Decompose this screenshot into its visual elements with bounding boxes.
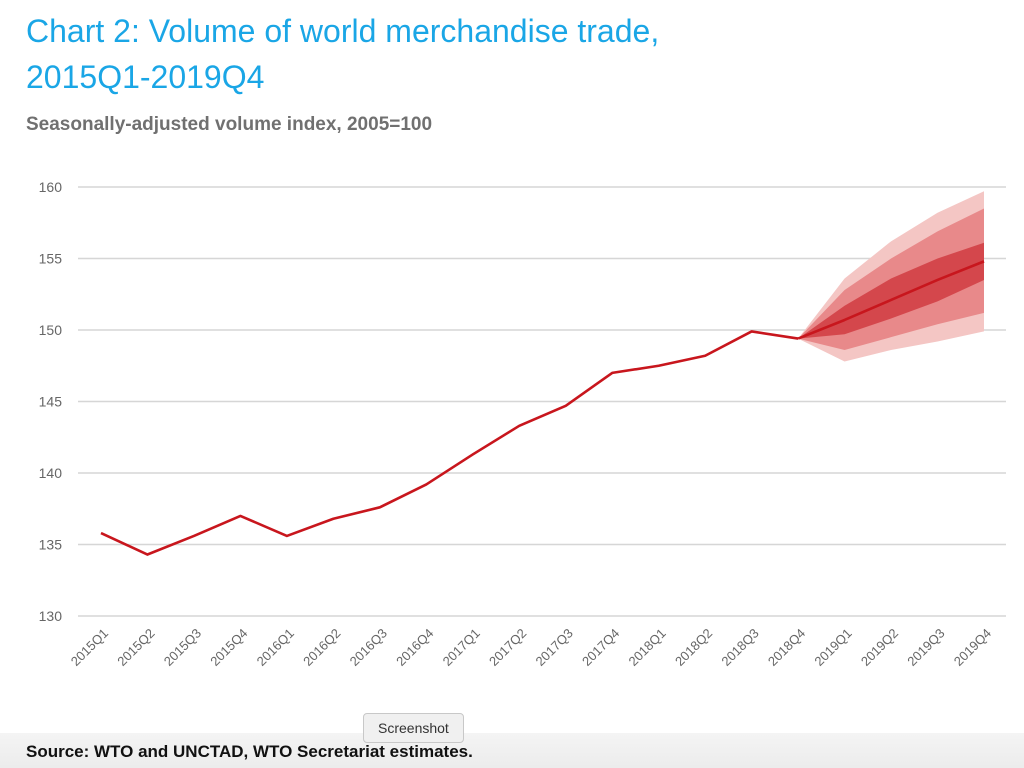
screenshot-tooltip: Screenshot [363,713,464,743]
x-tick-label: 2018Q3 [718,626,761,669]
x-tick-label: 2017Q2 [486,626,529,669]
series-lines [100,260,985,556]
x-tick-label: 2019Q4 [951,626,994,669]
x-axis-ticks: 2015Q1 2015Q2 2015Q3 2015Q4 2016Q1 2016Q2 2016… [68,626,994,669]
x-tick-label: 2015Q1 [68,626,111,669]
projection-bands [798,191,984,362]
x-tick-label: 2015Q4 [207,626,250,669]
x-tick-label: 2015Q3 [161,626,204,669]
x-tick-label: 2015Q2 [114,626,157,669]
x-tick-label: 2019Q1 [811,626,854,669]
x-tick-label: 2018Q2 [672,626,715,669]
x-tick-label: 2018Q1 [625,626,668,669]
chart-title-line-1: Chart 2: Volume of world merchandise tra… [26,13,660,49]
y-tick-label: 135 [39,537,63,553]
chart-subtitle: Seasonally-adjusted volume index, 2005=1… [26,114,433,135]
x-tick-label: 2018Q4 [765,626,808,669]
x-tick-label: 2019Q3 [904,626,947,669]
x-tick-label: 2017Q4 [579,626,622,669]
series-line-projection [797,260,985,340]
chart-title: Chart 2: Volume of world merchandise tra… [26,8,1006,100]
y-axis-ticks: 130 135 140 145 150 155 160 [39,179,63,624]
line-chart: 130 135 140 145 150 155 160 2015Q1 2015Q2 2015Q3… [39,179,1006,669]
y-tick-label: 140 [39,465,63,481]
y-tick-label: 160 [39,179,63,195]
projection-band-inner [798,242,984,339]
source-footer [0,733,1024,768]
gridlines [78,186,1006,617]
x-tick-label: 2019Q2 [858,626,901,669]
x-tick-label: 2017Q1 [440,626,483,669]
y-tick-label: 155 [39,251,63,267]
x-tick-label: 2016Q4 [393,626,436,669]
y-tick-label: 145 [39,394,63,410]
y-tick-label: 150 [39,322,63,338]
series-line-actual [100,330,799,556]
source-note: Source: WTO and UNCTAD, WTO Secretariat … [26,742,473,761]
x-tick-label: 2016Q3 [347,626,390,669]
x-tick-label: 2016Q2 [300,626,343,669]
chart-title-line-2: 2015Q1-2019Q4 [26,59,265,95]
y-tick-label: 130 [39,608,63,624]
x-tick-label: 2016Q1 [254,626,297,669]
x-tick-label: 2017Q3 [533,626,576,669]
